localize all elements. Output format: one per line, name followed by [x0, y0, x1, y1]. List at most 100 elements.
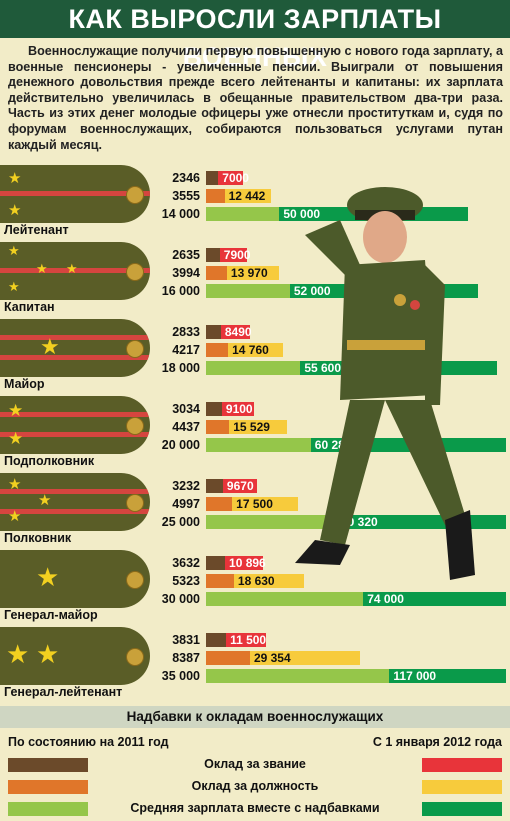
star-icon: ★: [8, 476, 22, 493]
old-values: 2833 4217 18 000: [150, 323, 200, 377]
bar-old-total: [206, 438, 311, 452]
title-bar: [0, 0, 510, 38]
bar-new-position: 12 442: [224, 189, 272, 203]
bar-new-total: 117 000: [389, 669, 506, 683]
legend-swatch-position-old: [8, 780, 88, 794]
strap-button: [126, 494, 144, 512]
bar-old-total: [206, 515, 337, 529]
page-title: КАК ВЫРОСЛИ ЗАРПЛАТЫ ВОЕННЫХ: [68, 4, 442, 72]
bar-new-position: 15 529: [229, 420, 288, 434]
old-value-position: 3994: [172, 266, 200, 280]
bar-new-position: 17 500: [232, 497, 298, 511]
old-value-position: 4437: [172, 420, 200, 434]
legend-label-total: Средняя зарплата вместе с надбавками: [130, 801, 380, 815]
legend-swatch-rank-new: [422, 758, 502, 772]
legend-swatch-total-old: [8, 802, 88, 816]
rank-name: Генерал-лейтенант: [4, 685, 123, 699]
strap-stripe: [0, 489, 150, 494]
bar-new-total: 74 000: [363, 592, 506, 606]
star-icon: ★: [8, 508, 22, 525]
bar-old-total: [206, 361, 301, 375]
strap-stripe: [0, 509, 150, 514]
strap-button: [126, 263, 144, 281]
old-values: 3034 4437 20 000: [150, 400, 200, 454]
legend-row-position: Оклад за должность: [0, 776, 510, 798]
old-value-position: 4997: [172, 497, 200, 511]
rank-name: Капитан: [4, 300, 55, 314]
bar-old-position: [206, 574, 234, 588]
strap-stripe: [0, 268, 150, 273]
old-value-total: 30 000: [161, 592, 200, 606]
rank-name: Подполковник: [4, 454, 95, 468]
bar-new-position: 13 970: [226, 266, 280, 280]
star-icon: ★: [36, 639, 60, 669]
rank-block: ★ ★ Генерал-лейтенант 3831 8387 35 000 11 500 2…: [0, 627, 510, 703]
shoulder-strap: ★ ★: [0, 627, 150, 685]
old-value-rank: 2833: [172, 325, 200, 339]
old-value-total: 16 000: [161, 284, 200, 298]
bar-old-rank: [206, 556, 226, 570]
rank-name: Лейтенант: [4, 223, 69, 237]
bar-new-rank: 11 500: [226, 633, 267, 647]
legend-period-2012: С 1 января 2012 года: [372, 735, 502, 749]
star-icon: ★: [36, 562, 60, 592]
old-value-total: 18 000: [161, 361, 200, 375]
strap-stripe: [0, 335, 150, 340]
bar-old-rank: [206, 633, 227, 647]
bar-old-rank: [206, 325, 221, 339]
star-icon: ★: [8, 429, 24, 448]
old-value-rank: 3831: [172, 633, 200, 647]
bar-old-position: [206, 343, 229, 357]
star-icon: ★: [40, 334, 60, 359]
star-icon: ★: [8, 202, 22, 219]
shoulder-strap: ★ ★: [0, 165, 150, 223]
old-value-total: 35 000: [161, 669, 200, 683]
old-values: 2346 3555 14 000: [150, 169, 200, 223]
bar-old-total: [206, 207, 280, 221]
intro-text: Военнослужащие получили первую повышенну…: [8, 44, 503, 152]
old-value-rank: 2635: [172, 248, 200, 262]
rank-block: ★ Генерал-майор 3632 5323 30 000 10 896 18 630…: [0, 550, 510, 626]
star-icon: ★: [6, 639, 30, 669]
old-value-rank: 3632: [172, 556, 200, 570]
bar-new-rank: 9670: [222, 479, 257, 493]
shoulder-strap: ★ ★ ★: [0, 473, 150, 531]
legend-label-position: Оклад за должность: [191, 779, 319, 793]
shoulder-strap: ★: [0, 550, 150, 608]
strap-stripe: [0, 432, 150, 437]
bar-new-position: 14 760: [228, 343, 284, 357]
old-value-position: 4217: [172, 343, 200, 357]
old-values: 3831 8387 35 000: [150, 631, 200, 685]
old-value-total: 14 000: [161, 207, 200, 221]
strap-button: [126, 186, 144, 204]
soldier-illustration: [295, 187, 475, 580]
shoulder-strap: ★ ★ ★ ★: [0, 242, 150, 300]
old-value-position: 5323: [172, 574, 200, 588]
old-value-total: 20 000: [161, 438, 200, 452]
star-icon: ★: [8, 401, 24, 420]
star-icon: ★: [36, 261, 48, 276]
old-value-total: 25 000: [161, 515, 200, 529]
old-value-position: 8387: [172, 651, 200, 665]
strap-button: [126, 340, 144, 358]
strap-stripe: [0, 412, 150, 417]
legend-swatch-position-new: [422, 780, 502, 794]
bar-new-rank: 7900: [219, 248, 251, 262]
old-values: 3232 4997 25 000: [150, 477, 200, 531]
rank-block: ★ ★ Лейтенант 2346 3555 14 000 7000 12 442 50 00…: [0, 165, 510, 241]
old-value-position: 3555: [172, 189, 200, 203]
bar-old-position: [206, 266, 227, 280]
strap-button: [126, 417, 144, 435]
legend-header-title: Надбавки к окладам военнослужащих: [126, 709, 384, 724]
bar-new-rank: 7000: [218, 171, 249, 185]
strap-button: [126, 648, 144, 666]
bar-new-rank: 8490: [220, 325, 252, 339]
star-icon: ★: [66, 261, 78, 276]
legend-row-total: Средняя зарплата вместе с надбавками: [0, 798, 510, 820]
bar-old-rank: [206, 171, 219, 185]
star-icon: ★: [38, 492, 52, 509]
bar-old-total: [206, 284, 290, 298]
strap-button: [126, 571, 144, 589]
star-icon: ★: [8, 279, 20, 294]
bar-new-position: 18 630: [233, 574, 304, 588]
